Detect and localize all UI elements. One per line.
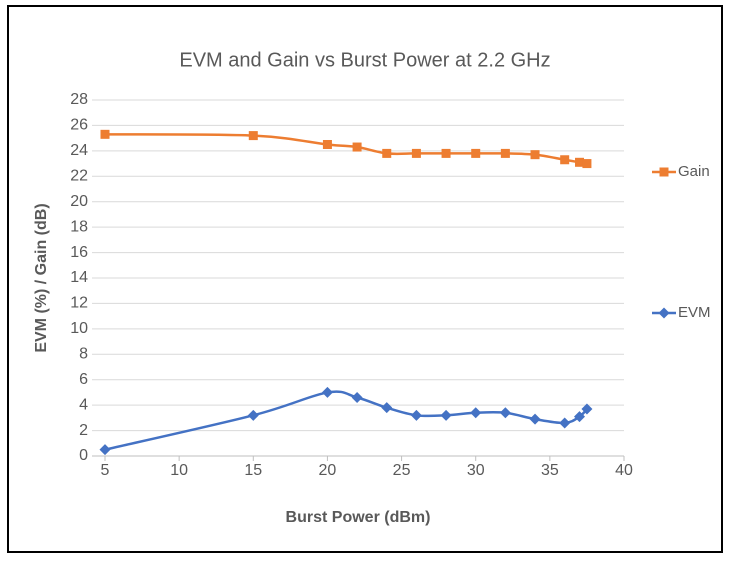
data-point	[351, 392, 363, 404]
data-point	[100, 129, 110, 139]
data-point	[529, 413, 541, 425]
y-tick-label: 2	[79, 422, 88, 439]
data-point	[322, 140, 332, 149]
data-point	[470, 407, 482, 419]
y-tick-label: 14	[70, 269, 88, 286]
x-tick-label: 5	[101, 462, 110, 479]
y-tick-label: 28	[70, 91, 88, 108]
y-tick-label: 18	[70, 218, 88, 235]
x-tick-label: 15	[244, 462, 262, 479]
x-tick-label: 20	[319, 462, 337, 479]
y-tick-label: 12	[70, 295, 88, 312]
data-point	[247, 409, 259, 421]
data-point	[440, 409, 452, 421]
data-point	[381, 402, 393, 414]
x-tick-label: 30	[467, 462, 485, 479]
data-point	[411, 148, 421, 158]
data-point	[582, 159, 592, 169]
y-tick-label: 26	[70, 117, 88, 134]
data-point	[560, 155, 570, 165]
x-tick-label: 25	[393, 462, 411, 479]
data-point	[499, 407, 511, 419]
data-point	[382, 148, 392, 158]
chart-frame	[7, 5, 723, 553]
data-point	[410, 409, 422, 421]
legend-marker	[659, 167, 669, 177]
chart-title: EVM and Gain vs Burst Power at 2.2 GHz	[179, 49, 550, 71]
legend-marker	[658, 307, 670, 319]
legend-label: EVM	[678, 304, 711, 321]
data-point	[575, 157, 585, 167]
legend-label: Gain	[678, 163, 710, 180]
y-tick-label: 24	[70, 142, 88, 159]
data-point	[471, 148, 481, 158]
x-tick-label: 40	[615, 462, 633, 479]
y-tick-label: 10	[70, 320, 88, 337]
data-point	[500, 148, 510, 158]
data-point	[574, 411, 586, 423]
data-point	[581, 403, 593, 415]
data-point	[441, 148, 451, 158]
data-point	[559, 417, 571, 429]
data-point	[248, 131, 258, 141]
data-point	[352, 142, 362, 152]
x-tick-label: 35	[541, 462, 559, 479]
y-tick-label: 6	[79, 371, 88, 388]
y-tick-label: 8	[79, 346, 88, 363]
y-tick-label: 22	[70, 168, 88, 185]
y-tick-label: 4	[79, 396, 88, 413]
y-tick-label: 16	[70, 244, 88, 261]
y-axis-label: EVM (%) / Gain (dB)	[33, 203, 50, 352]
data-point	[530, 150, 540, 160]
x-axis-label: Burst Power (dBm)	[286, 509, 431, 526]
data-point	[99, 444, 111, 456]
y-tick-label: 0	[79, 447, 88, 464]
y-tick-label: 20	[70, 193, 88, 210]
x-tick-label: 10	[170, 462, 188, 479]
data-point	[321, 386, 333, 398]
